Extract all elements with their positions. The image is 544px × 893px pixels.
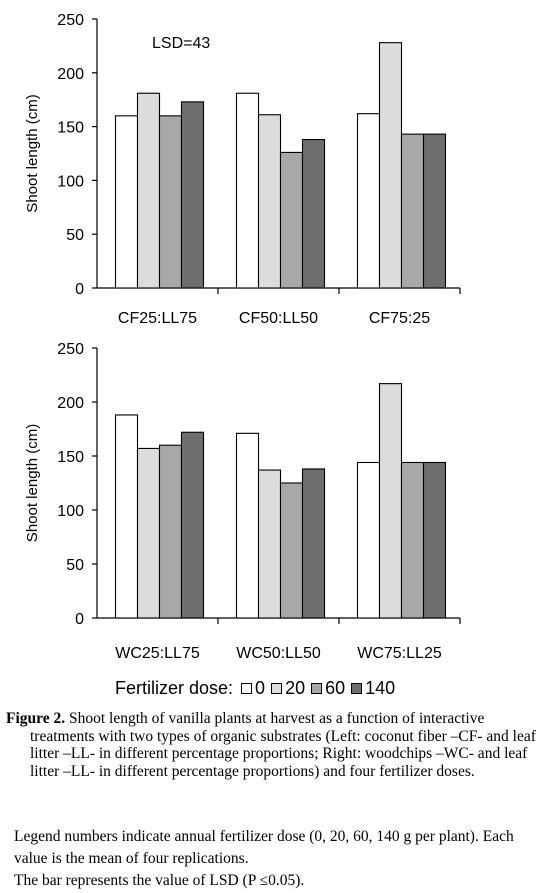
bar-WC75:LL25-20 xyxy=(378,383,403,619)
figure-notes: Legend numbers indicate annual fertilize… xyxy=(14,826,544,892)
y-tick-label: 50 xyxy=(66,557,84,574)
bar-CF75:25-60 xyxy=(400,133,425,289)
y-tick-label: 0 xyxy=(75,611,84,628)
y-tick-label: 0 xyxy=(75,281,84,298)
charts-figure: 0 50 100 150 200 250 Shoot length (cm) CF25:LL7… xyxy=(24,12,461,662)
bar-CF25:LL75-20 xyxy=(136,92,161,289)
legend: Fertilizer dose: 0 20 60 140 xyxy=(115,678,401,699)
figure-caption-body: Figure 2. Shoot length of vanilla plants… xyxy=(6,710,540,780)
y-tick-label: 250 xyxy=(57,12,84,29)
bar-CF25:LL75-0 xyxy=(114,115,139,289)
legend-swatch-140 xyxy=(351,683,363,694)
chart-panel-1: 0 50 100 150 200 250 Shoot length (cm) CF25:LL7… xyxy=(24,12,461,327)
x-category-label: CF25:LL75 xyxy=(118,310,197,327)
y-tick-label: 150 xyxy=(57,449,84,466)
bar-WC50:LL50-0 xyxy=(235,432,260,619)
note-legend-numbers: Legend numbers indicate annual fertilize… xyxy=(14,828,514,867)
bar-CF75:25-0 xyxy=(356,113,381,289)
bar-CF75:25-20 xyxy=(378,42,403,289)
legend-swatch-60 xyxy=(311,683,323,694)
x-category-label: WC50:LL50 xyxy=(236,645,321,662)
bar-WC50:LL50-20 xyxy=(257,469,282,619)
legend-title: Fertilizer dose: xyxy=(115,678,234,698)
bar-WC25:LL75-140 xyxy=(180,431,205,619)
legend-swatch-0 xyxy=(241,683,253,694)
figure-label: Figure 2. xyxy=(6,710,66,727)
x-category-label: CF75:25 xyxy=(369,310,430,327)
bar-WC50:LL50-140 xyxy=(301,468,326,619)
lsd-annotation: LSD=43 xyxy=(152,35,210,52)
bar-WC50:LL50-60 xyxy=(279,482,304,619)
bar-WC75:LL25-0 xyxy=(356,461,381,619)
bar-CF50:LL50-0 xyxy=(235,92,260,289)
legend-item-140: 140 xyxy=(351,678,395,699)
legend-label-0: 0 xyxy=(255,678,266,698)
bar-CF50:LL50-140 xyxy=(301,138,326,289)
bar-CF25:LL75-60 xyxy=(158,115,183,289)
legend-label-140: 140 xyxy=(365,678,396,698)
figure-caption-text: Shoot length of vanilla plants at harves… xyxy=(30,710,536,780)
y-tick-label: 100 xyxy=(57,173,84,190)
bar-WC25:LL75-60 xyxy=(158,444,183,619)
note-lsd: The bar represents the value of LSD (P ≤… xyxy=(14,872,305,889)
bar-WC75:LL25-60 xyxy=(400,461,425,619)
legend-label-60: 60 xyxy=(325,678,346,698)
y-tick-label: 200 xyxy=(57,66,84,83)
y-tick-label: 50 xyxy=(66,227,84,244)
y-tick-label: 250 xyxy=(57,341,84,358)
figure-caption: Figure 2. Shoot length of vanilla plants… xyxy=(6,710,540,780)
legend-item-20: 20 xyxy=(271,678,305,699)
chart-panel-2: 0 50 100 150 200 250 Shoot length (cm) WC25:LL7… xyxy=(24,341,461,662)
x-category-label: WC25:LL75 xyxy=(115,645,200,662)
legend-swatch-20 xyxy=(271,683,283,694)
y-tick-label: 200 xyxy=(57,395,84,412)
bar-CF50:LL50-20 xyxy=(257,114,282,289)
bar-CF25:LL75-140 xyxy=(180,101,205,289)
y-tick-label: 150 xyxy=(57,120,84,137)
legend-item-60: 60 xyxy=(311,678,345,699)
y-axis-label: Shoot length (cm) xyxy=(24,94,41,212)
y-tick-label: 100 xyxy=(57,503,84,520)
x-category-label: CF50:LL50 xyxy=(239,310,318,327)
bar-WC75:LL25-140 xyxy=(422,461,447,619)
y-axis-label: Shoot length (cm) xyxy=(24,424,41,542)
legend-item-0: 0 xyxy=(241,678,265,699)
legend-label-20: 20 xyxy=(285,678,306,698)
bar-WC25:LL75-20 xyxy=(136,447,161,619)
bar-WC25:LL75-0 xyxy=(114,414,139,619)
x-category-label: WC75:LL25 xyxy=(357,645,442,662)
bar-CF75:25-140 xyxy=(422,133,447,289)
bar-CF50:LL50-60 xyxy=(279,151,304,289)
